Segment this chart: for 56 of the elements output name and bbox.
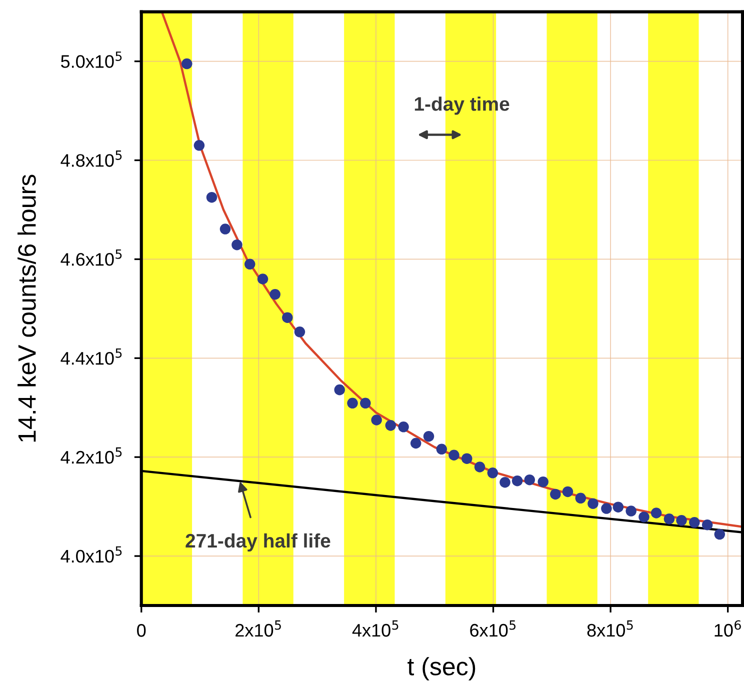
point	[626, 506, 636, 516]
x-axis-title: t (sec)	[408, 657, 476, 680]
point	[347, 398, 358, 409]
point	[220, 224, 231, 234]
y-tick-label: 5.0x10$^{5}$	[61, 52, 122, 68]
point	[371, 414, 382, 426]
point	[474, 462, 486, 472]
point	[650, 508, 662, 518]
point	[385, 420, 396, 431]
point	[538, 476, 548, 488]
point	[257, 274, 268, 284]
point	[334, 384, 345, 396]
y-tick-label: 4.8x10$^{5}$	[60, 150, 122, 167]
x-tick-label: 10$^{6}$	[714, 620, 741, 637]
point	[232, 239, 242, 250]
point	[436, 444, 448, 455]
point	[282, 312, 293, 323]
y-tick-label: 4.6x10$^{5}$	[60, 249, 122, 266]
point	[612, 502, 624, 512]
y-tick-label: 4.4x10$^{5}$	[60, 348, 122, 365]
point	[270, 288, 280, 300]
point	[398, 422, 409, 432]
x-tick-label: 8x10$^{5}$	[587, 620, 633, 637]
point	[575, 492, 586, 504]
point	[562, 486, 574, 498]
point	[461, 453, 472, 464]
point	[524, 474, 535, 486]
line-series	[160, 12, 743, 528]
point	[664, 514, 675, 524]
x-tick-label: 6x10$^{5}$	[470, 620, 516, 637]
y-tick-label: 4.2x10$^{5}$	[60, 447, 122, 464]
point	[487, 468, 498, 478]
x-tick-label: 0	[137, 624, 146, 637]
y-tick-label: 4.0x10$^{5}$	[60, 546, 122, 563]
point	[423, 430, 434, 442]
point	[714, 528, 726, 540]
point	[512, 475, 523, 486]
point	[689, 517, 700, 528]
point	[360, 398, 371, 409]
point	[500, 476, 510, 488]
point	[410, 438, 422, 449]
point	[601, 503, 612, 514]
point	[676, 515, 687, 526]
point	[194, 140, 205, 151]
point	[702, 520, 713, 530]
point	[294, 326, 306, 338]
x-tick-label: 2x10$^{5}$	[236, 620, 281, 637]
point	[448, 450, 460, 460]
point	[588, 498, 598, 509]
point	[550, 488, 561, 500]
point	[244, 258, 256, 270]
point	[638, 512, 650, 522]
y-axis-title: 14.4 keV counts/6 hours	[18, 174, 36, 442]
point	[181, 58, 192, 70]
point	[206, 192, 218, 203]
x-tick-label: 4x10$^{5}$	[352, 620, 398, 637]
